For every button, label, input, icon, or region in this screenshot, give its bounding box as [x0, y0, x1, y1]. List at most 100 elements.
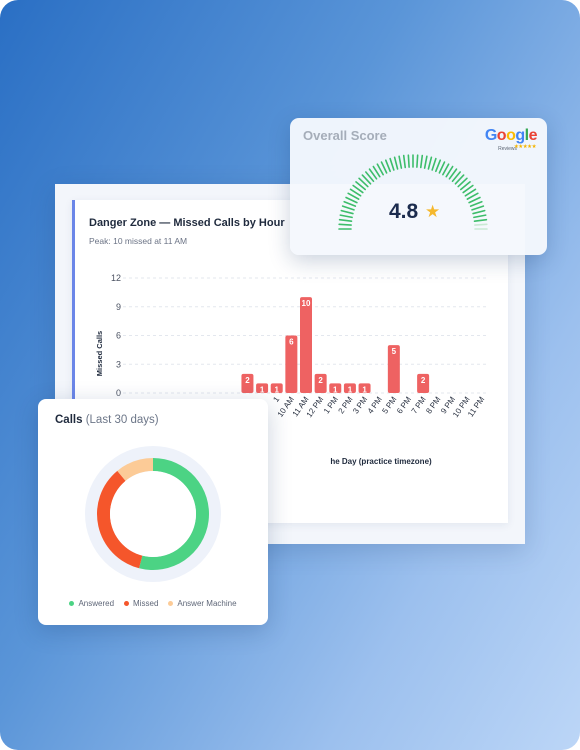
gauge-tick	[372, 165, 381, 178]
gauge-tick	[442, 163, 450, 176]
donut-slice	[139, 458, 209, 570]
gauge-tick	[393, 156, 399, 170]
gauge-tick	[448, 168, 458, 180]
x-tick-label: 4 PM	[366, 395, 384, 416]
google-letter: G	[484, 127, 497, 144]
google-letter: o	[496, 127, 507, 144]
bar-value-label: 2	[318, 376, 323, 385]
google-letter: e	[528, 127, 538, 144]
gauge-tick	[389, 157, 395, 171]
bar	[300, 297, 312, 393]
gauge-tick	[471, 205, 485, 211]
bar-value-label: 2	[245, 376, 250, 385]
gauge-tick	[338, 218, 353, 223]
gauge-tick	[343, 200, 357, 207]
gauge-tick	[339, 214, 353, 219]
x-tick-label: 11 PM	[466, 395, 486, 419]
gauge-tick	[427, 156, 433, 170]
calls-period: (Last 30 days)	[85, 414, 159, 426]
gauge-tick	[457, 177, 468, 188]
gauge-tick	[464, 188, 477, 197]
gauge-tick	[419, 154, 424, 169]
gauge-tick	[454, 174, 465, 185]
gauge-tick	[468, 196, 481, 204]
star-icon: ★	[425, 202, 441, 221]
gauge-tick	[416, 154, 419, 168]
score-value: 4.8	[389, 200, 419, 223]
google-letter: g	[515, 127, 525, 144]
bar-value-label: 1	[274, 385, 279, 394]
gauge-tick	[361, 174, 372, 185]
donut-slice	[96, 470, 143, 569]
google-logo: Google	[484, 127, 538, 145]
y-tick-label: 3	[116, 359, 121, 369]
y-tick-label: 0	[116, 388, 121, 398]
calls-card: Calls (Last 30 days) Answered Missed Answe…	[38, 399, 268, 625]
bar-value-label: 10	[302, 299, 311, 308]
bar	[329, 383, 342, 393]
gauge-tick	[338, 223, 352, 226]
bar	[241, 373, 254, 393]
score-gauge	[338, 154, 488, 230]
overall-score-card: Overall Score Google Reviews ★★★★★ 4.8 ★	[290, 118, 547, 255]
x-tick-label: 2 PM	[336, 395, 354, 416]
google-stars-icon: ★★★★★	[513, 144, 537, 150]
gauge-tick	[355, 181, 367, 191]
gauge-tick	[435, 159, 442, 173]
gauge-tick	[431, 157, 437, 171]
bar	[343, 383, 356, 393]
x-tick-label: 5 PM	[380, 395, 398, 416]
legend-dot	[168, 601, 174, 606]
gauge-tick	[349, 188, 362, 197]
score-title: Overall Score	[303, 128, 387, 143]
google-reviews-label: Reviews	[498, 146, 517, 152]
google-letter: l	[524, 127, 529, 144]
bar	[285, 335, 298, 393]
bar	[358, 383, 371, 393]
gauge-tick	[472, 209, 486, 215]
y-tick-label: 12	[111, 273, 121, 283]
calls-donut-chart	[85, 446, 221, 582]
gauge-tick	[473, 214, 487, 219]
bar-value-label: 6	[289, 338, 294, 347]
y-tick-label: 6	[116, 331, 121, 341]
gauge-tick	[352, 184, 364, 194]
x-tick-label: 1 PM	[322, 395, 340, 416]
legend-dot	[69, 601, 75, 606]
bar-value-label: 1	[260, 385, 265, 394]
bar	[387, 345, 400, 393]
donut-slice	[117, 458, 153, 481]
gauge-tick	[474, 223, 488, 226]
gauge-tick	[358, 177, 369, 188]
calls-title: Calls (Last 30 days)	[55, 414, 159, 426]
gauge-tick	[407, 154, 410, 168]
calls-legend: Answered Missed Answer Machine	[38, 599, 268, 608]
legend-dot	[124, 601, 130, 606]
bar	[417, 373, 430, 393]
chart-title: Danger Zone — Missed Calls by Hour	[89, 217, 285, 229]
gauge-tick	[340, 209, 354, 215]
gauge-tick	[376, 163, 384, 176]
gauge-tick	[423, 155, 428, 169]
x-axis-label: he Day (practice timezone)	[330, 457, 432, 466]
y-tick-label: 9	[116, 302, 121, 312]
gauge-tick	[445, 165, 454, 178]
bar-value-label: 2	[421, 376, 426, 385]
bar	[270, 383, 283, 393]
gauge-tick	[459, 181, 471, 191]
gauge-tick	[473, 218, 488, 223]
gauge-tick	[438, 161, 446, 174]
donut-hole	[110, 471, 196, 557]
legend-label: Answer Machine	[177, 599, 237, 608]
x-tick-label: 7 PM	[410, 395, 428, 416]
y-axis-label: Missed Calls	[95, 331, 104, 376]
bar	[256, 383, 269, 393]
gauge-tick	[398, 155, 403, 169]
bar-value-label: 5	[392, 347, 397, 356]
gauge-tick	[345, 196, 358, 204]
gauge-tick	[365, 171, 375, 183]
google-letter: o	[506, 127, 516, 144]
gauge-tick	[380, 161, 388, 174]
